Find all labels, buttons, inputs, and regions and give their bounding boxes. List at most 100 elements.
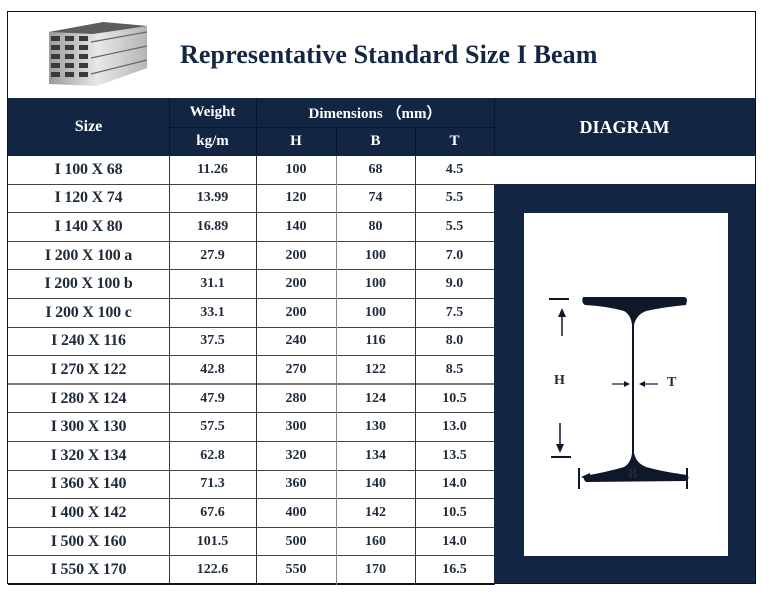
cell-h: 300 <box>285 419 307 435</box>
cell-b: 130 <box>365 419 386 435</box>
cell-size: I 360 X 140 <box>50 475 127 493</box>
cell-weight: 57.5 <box>200 419 225 435</box>
table-row: I 320 X 134 62.8 320 134 13.5 <box>8 442 494 471</box>
column-divider <box>415 156 416 585</box>
cell-t: 10.5 <box>442 505 467 521</box>
diagram-spacer <box>494 156 755 184</box>
cell-size: I 100 X 68 <box>54 160 123 178</box>
cell-b: 170 <box>365 561 386 577</box>
table-row: I 400 X 142 67.6 400 142 10.5 <box>8 499 494 528</box>
cell-t: 5.5 <box>445 190 464 206</box>
header-weight: Weight <box>189 104 236 120</box>
table-header: Size Weight kg/m Dimensions （mm） H B T D… <box>8 98 755 156</box>
cell-b: 74 <box>368 190 383 206</box>
cell-h: 200 <box>285 304 307 320</box>
cell-size: I 240 X 116 <box>51 332 126 350</box>
header-dimensions: Dimensions （mm） <box>308 106 442 122</box>
i-beam-diagram: H T B <box>524 213 728 556</box>
thickness-label: T <box>667 375 677 390</box>
cell-size: I 270 X 122 <box>50 360 127 378</box>
table-row: I 240 X 116 37.5 240 116 8.0 <box>8 327 494 357</box>
header-divider <box>336 127 337 156</box>
table-row: I 280 X 124 47.9 280 124 10.5 <box>8 384 494 414</box>
cell-h: 120 <box>285 190 307 206</box>
cell-weight: 27.9 <box>200 247 225 263</box>
cell-size: I 200 X 100 c <box>45 303 132 321</box>
cell-size: I 120 X 74 <box>54 189 123 207</box>
cell-size: I 140 X 80 <box>54 218 123 236</box>
cell-t: 7.5 <box>445 304 464 320</box>
header-divider <box>494 98 495 156</box>
title-bar: Representative Standard Size I Beam <box>8 12 755 98</box>
cell-weight: 47.9 <box>200 390 225 406</box>
cell-b: 80 <box>368 219 383 235</box>
cell-t: 14.0 <box>442 476 467 492</box>
cell-b: 68 <box>368 161 383 177</box>
cell-weight: 13.99 <box>196 190 229 206</box>
table-row: I 270 X 122 42.8 270 122 8.5 <box>8 356 494 385</box>
cell-weight: 67.6 <box>200 505 225 521</box>
column-divider <box>336 156 337 585</box>
cell-b: 100 <box>365 276 386 292</box>
column-divider <box>169 156 170 585</box>
diagram-panel: H T B <box>494 184 755 583</box>
cell-size: I 400 X 142 <box>50 504 127 522</box>
cell-b: 116 <box>365 333 386 349</box>
cell-size: I 280 X 124 <box>50 389 127 407</box>
cell-weight: 16.89 <box>196 219 229 235</box>
cell-b: 142 <box>365 505 386 521</box>
cell-weight: 31.1 <box>200 276 225 292</box>
i-beam-stack-icon <box>49 22 148 86</box>
cell-h: 270 <box>285 361 307 377</box>
cell-weight: 62.8 <box>200 447 225 463</box>
height-label: H <box>554 373 565 388</box>
header-h: H <box>290 133 302 149</box>
cell-t: 14.0 <box>442 533 467 549</box>
cell-h: 500 <box>285 533 307 549</box>
cell-h: 140 <box>285 219 307 235</box>
cell-size: I 500 X 160 <box>50 532 127 550</box>
table-row: I 100 X 68 11.26 100 68 4.5 <box>8 156 494 185</box>
table-row: I 500 X 160 101.5 500 160 14.0 <box>8 527 494 557</box>
cell-h: 100 <box>285 161 307 177</box>
cell-t: 16.5 <box>442 561 467 577</box>
table-row: I 120 X 74 13.99 120 74 5.5 <box>8 184 494 214</box>
cell-h: 280 <box>285 390 307 406</box>
cell-weight: 122.6 <box>196 561 229 577</box>
cell-t: 8.0 <box>445 333 464 349</box>
header-size: Size <box>74 118 103 135</box>
cell-weight: 71.3 <box>200 476 225 492</box>
table-row: I 300 X 130 57.5 300 130 13.0 <box>8 413 494 443</box>
cell-t: 4.5 <box>445 161 464 177</box>
cell-weight: 37.5 <box>200 333 225 349</box>
cell-t: 8.5 <box>445 361 464 377</box>
width-label: B <box>628 467 638 482</box>
cell-b: 134 <box>365 447 386 463</box>
cell-t: 7.0 <box>445 247 464 263</box>
table-row: I 200 X 100 a 27.9 200 100 7.0 <box>8 241 494 271</box>
header-divider <box>169 127 494 128</box>
cell-weight: 42.8 <box>200 361 225 377</box>
cell-h: 360 <box>285 476 307 492</box>
cell-h: 200 <box>285 276 307 292</box>
cell-h: 550 <box>285 561 307 577</box>
cell-size: I 320 X 134 <box>50 446 127 464</box>
cell-weight: 101.5 <box>196 533 229 549</box>
cell-t: 13.5 <box>442 447 467 463</box>
spec-sheet: Representative Standard Size I Beam Size… <box>7 11 756 586</box>
cell-b: 140 <box>365 476 386 492</box>
cell-b: 100 <box>365 304 386 320</box>
cell-t: 5.5 <box>445 219 464 235</box>
cell-h: 320 <box>285 447 307 463</box>
cell-h: 200 <box>285 247 307 263</box>
column-divider <box>256 156 257 585</box>
cell-t: 10.5 <box>442 390 467 406</box>
cell-h: 400 <box>285 505 307 521</box>
page-title: Representative Standard Size I Beam <box>180 40 598 69</box>
table-row: I 360 X 140 71.3 360 140 14.0 <box>8 470 494 500</box>
table-row: I 140 X 80 16.89 140 80 5.5 <box>8 213 494 242</box>
cell-h: 240 <box>285 333 307 349</box>
cell-size: I 550 X 170 <box>50 560 127 578</box>
cell-t: 9.0 <box>445 276 464 292</box>
header-b: B <box>370 133 381 149</box>
